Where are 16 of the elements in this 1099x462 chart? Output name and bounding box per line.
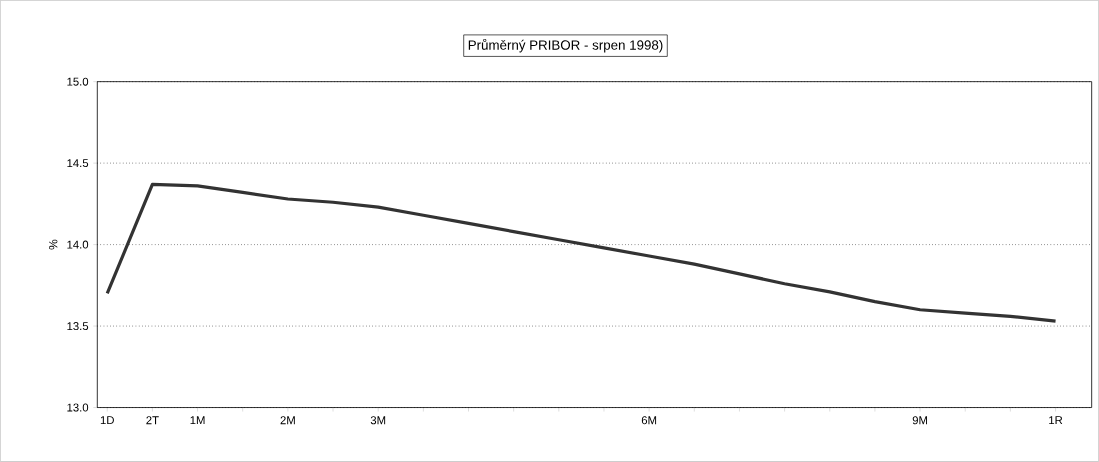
x-tick-label: 9M: [912, 416, 928, 425]
y-tick-label: 13.0: [67, 403, 89, 412]
x-tick-label: 2M: [280, 416, 295, 425]
x-tick-label: 1D: [100, 416, 114, 425]
y-axis-title: %: [49, 239, 58, 250]
x-tick-label: 3M: [370, 416, 386, 425]
y-tick-label: 13.5: [67, 322, 89, 331]
y-tick-label: 14.5: [67, 159, 89, 168]
x-tick-label: 2T: [146, 416, 159, 425]
chart-title: Průměrný PRIBOR - srpen 1998): [468, 38, 663, 53]
y-tick-label: 14.0: [67, 240, 89, 249]
line-series: [105, 182, 1058, 323]
x-tick-label: 1M: [190, 416, 205, 425]
x-tick-label: 6M: [641, 416, 657, 425]
y-tick-label: 15.0: [67, 77, 89, 86]
x-tick-label: 1R: [1049, 416, 1063, 425]
